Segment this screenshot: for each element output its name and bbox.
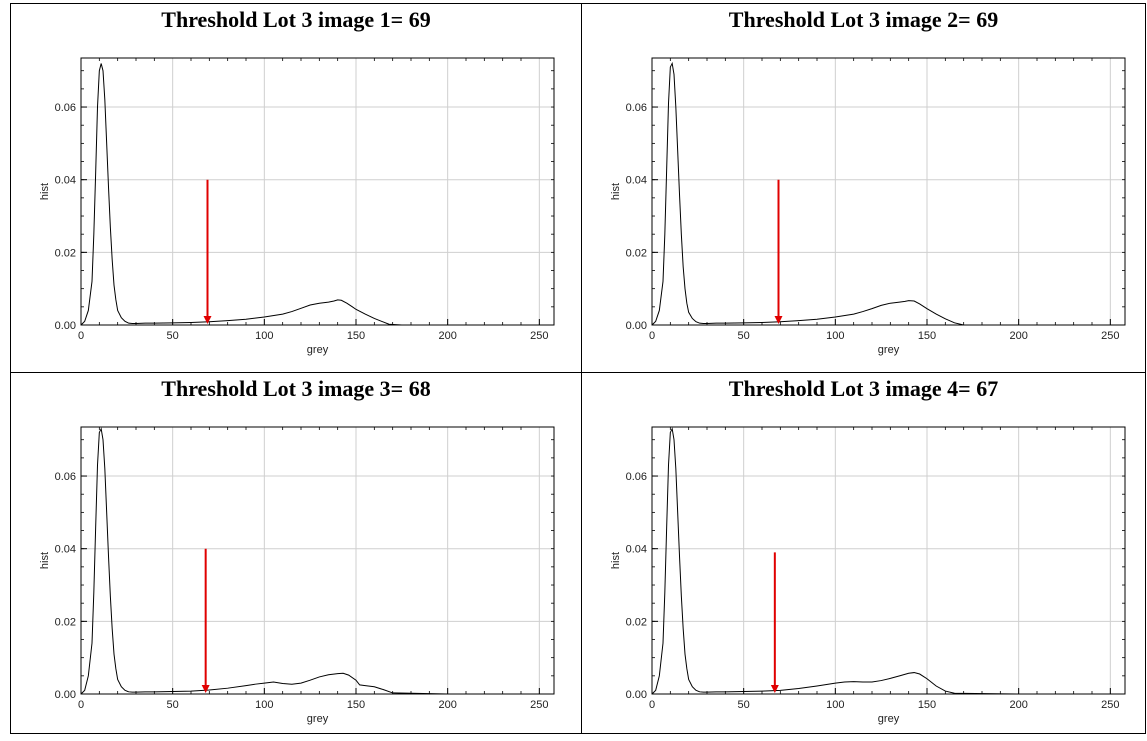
plot-frame (651, 57, 1126, 326)
y-tick-label: 0.00 (626, 689, 647, 701)
y-tick-label: 0.06 (626, 102, 647, 114)
chart-title: Threshold Lot 3 image 2= 69 (728, 7, 999, 32)
chart-panel-4: Threshold Lot 3 image 4= 67 0 50 100 150 200… (581, 372, 1146, 734)
chart-title: Threshold Lot 3 image 1= 69 (161, 7, 431, 32)
x-tick-label: 200 (1009, 699, 1027, 711)
y-tick-label: 0.06 (55, 471, 76, 483)
x-tick-label: 250 (530, 699, 548, 711)
y-tick-label: 0.04 (626, 544, 647, 556)
y-axis-label: hist (39, 552, 51, 569)
x-tick-label: 100 (255, 699, 273, 711)
y-tick-label: 0.00 (55, 320, 76, 332)
threshold-arrow-head (770, 685, 779, 693)
x-tick-label: 250 (1101, 330, 1119, 342)
x-tick-label: 150 (918, 699, 936, 711)
histogram-line (651, 61, 1125, 326)
y-axis-label: hist (610, 183, 622, 200)
x-axis-label: grey (307, 713, 329, 725)
chart-grid: Threshold Lot 3 image 1= 69 0 50 100 150 200… (10, 3, 1146, 734)
x-axis-label: grey (878, 713, 900, 725)
x-tick-label: 150 (347, 330, 365, 342)
chart-panel-2: Threshold Lot 3 image 2= 69 0 50 100 150 200… (581, 3, 1146, 372)
histogram-plot: 0 50 100 150 200 250 0.00 0.02 0.04 0.06 grey hist (610, 57, 1126, 356)
x-tick-label: 0 (78, 699, 84, 711)
x-tick-label: 50 (167, 699, 179, 711)
x-axis-label: grey (878, 344, 900, 356)
y-axis-label: hist (610, 552, 622, 569)
histogram-plot: 0 50 100 150 200 250 0.00 0.02 0.04 0.06 grey hist (39, 426, 555, 725)
y-axis-label: hist (39, 183, 51, 200)
histogram-line (80, 427, 554, 695)
threshold-arrow-head (774, 316, 783, 324)
threshold-arrow-head (201, 685, 210, 693)
y-tick-label: 0.04 (55, 544, 76, 556)
x-axis-label: grey (307, 344, 329, 356)
x-tick-label: 250 (1101, 699, 1119, 711)
x-tick-label: 50 (738, 330, 750, 342)
x-tick-label: 150 (347, 699, 365, 711)
x-tick-label: 200 (438, 330, 456, 342)
x-tick-label: 50 (167, 330, 179, 342)
y-tick-label: 0.02 (55, 616, 76, 628)
x-tick-label: 200 (1009, 330, 1027, 342)
x-tick-label: 0 (78, 330, 84, 342)
threshold-arrow-head (203, 316, 212, 324)
y-tick-label: 0.02 (55, 247, 76, 259)
x-tick-label: 250 (530, 330, 548, 342)
x-tick-label: 0 (649, 699, 655, 711)
y-tick-label: 0.04 (626, 175, 647, 187)
y-tick-label: 0.00 (55, 689, 76, 701)
x-tick-label: 150 (918, 330, 936, 342)
y-tick-label: 0.02 (626, 616, 647, 628)
histogram-plot: 0 50 100 150 200 250 0.00 0.02 0.04 0.06 grey hist (610, 426, 1126, 725)
x-tick-label: 100 (826, 699, 844, 711)
y-tick-label: 0.06 (626, 471, 647, 483)
histogram-line (651, 427, 1125, 695)
plot-frame (80, 426, 555, 695)
chart-title: Threshold Lot 3 image 3= 68 (161, 376, 431, 401)
chart-panel-3: Threshold Lot 3 image 3= 68 0 50 100 150 200… (10, 372, 581, 734)
histogram-plot: 0 50 100 150 200 250 0.00 0.02 0.04 0.06 grey hist (39, 57, 555, 356)
y-tick-label: 0.06 (55, 102, 76, 114)
y-tick-label: 0.00 (626, 320, 647, 332)
x-tick-label: 200 (438, 699, 456, 711)
plot-frame (651, 426, 1126, 695)
x-tick-label: 50 (738, 699, 750, 711)
chart-panel-1: Threshold Lot 3 image 1= 69 0 50 100 150 200… (10, 3, 581, 372)
chart-title: Threshold Lot 3 image 4= 67 (728, 376, 999, 401)
x-tick-label: 0 (649, 330, 655, 342)
y-tick-label: 0.04 (55, 175, 76, 187)
x-tick-label: 100 (255, 330, 273, 342)
x-tick-label: 100 (826, 330, 844, 342)
y-tick-label: 0.02 (626, 247, 647, 259)
histogram-line (80, 63, 554, 326)
plot-frame (80, 57, 555, 326)
